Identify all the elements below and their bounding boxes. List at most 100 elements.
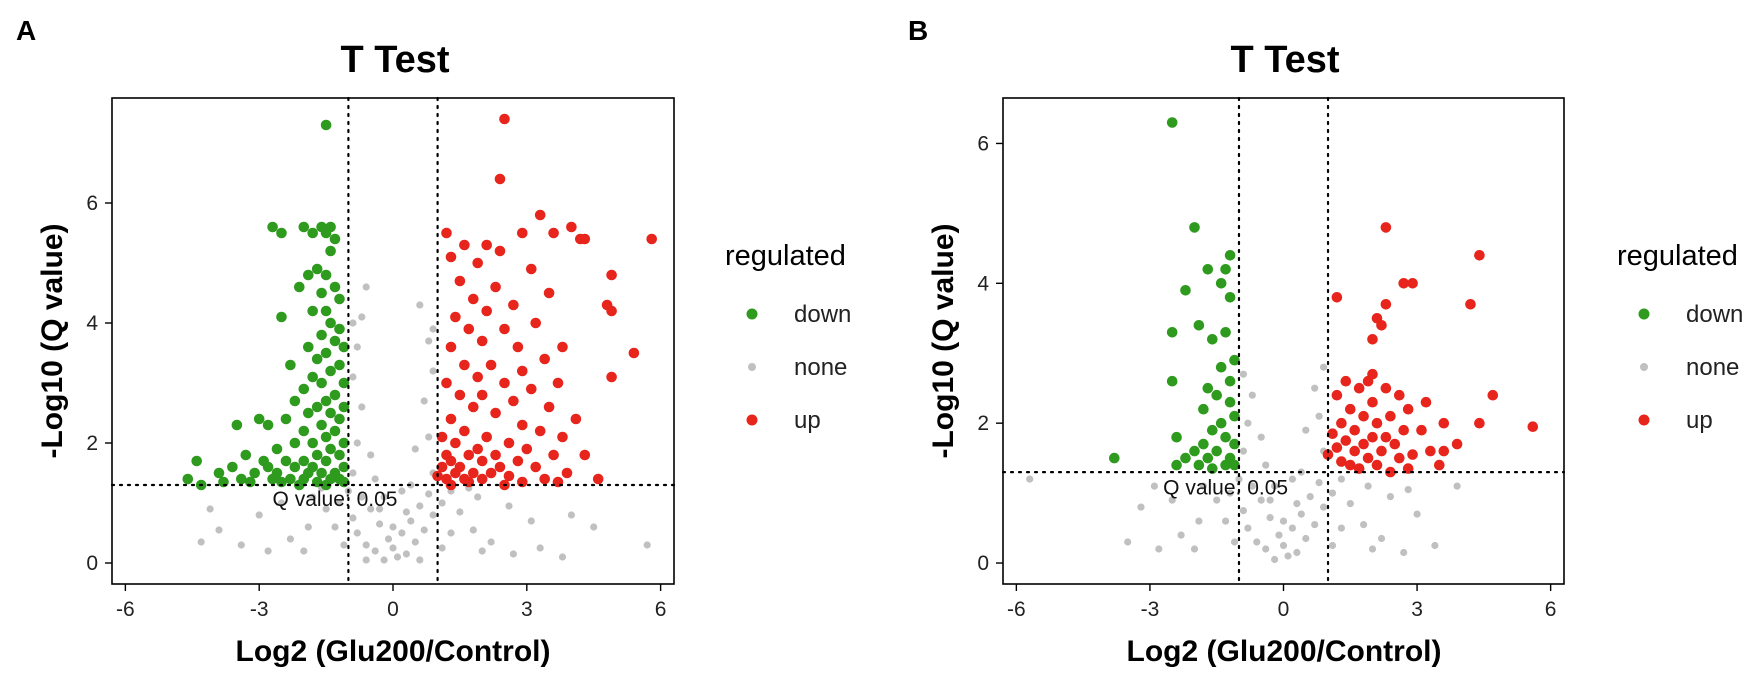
point-up: [530, 317, 541, 329]
point-none: [197, 538, 205, 546]
reference-lines: [1001, 96, 1566, 586]
point-up: [1407, 278, 1418, 289]
point-none: [1400, 548, 1408, 557]
y-tick-label: 6: [977, 132, 989, 155]
legend-title: regulated: [1617, 240, 1738, 272]
legend: regulated down none up: [725, 240, 851, 434]
legend: regulated down none up: [1617, 240, 1743, 434]
point-down: [334, 293, 345, 305]
point-none: [1320, 363, 1328, 371]
point-none: [1257, 496, 1265, 504]
point-down: [236, 473, 247, 485]
point-up: [517, 419, 528, 431]
point-down: [298, 221, 310, 233]
point-none: [1199, 482, 1207, 490]
point-none: [469, 526, 477, 534]
point-up: [450, 467, 461, 479]
point-up: [1349, 424, 1360, 436]
point-up: [1336, 417, 1347, 429]
point-up: [441, 227, 452, 239]
point-up: [1398, 278, 1409, 289]
point-up: [592, 473, 604, 485]
point-down: [1193, 459, 1205, 471]
point-up: [454, 275, 466, 287]
point-none: [1262, 545, 1270, 553]
point-down: [1171, 459, 1182, 471]
point-none: [1413, 510, 1421, 518]
point-none: [536, 544, 544, 552]
y-axis-ticks: 0 2 4 6: [977, 132, 1003, 575]
legend-key-up: [1638, 414, 1650, 426]
point-none: [505, 502, 513, 510]
point-none: [1320, 503, 1328, 511]
point-none: [1213, 496, 1221, 504]
point-none: [1230, 538, 1239, 546]
point-up: [445, 251, 457, 263]
point-none: [1222, 517, 1230, 525]
point-none: [335, 499, 344, 507]
point-down: [329, 335, 341, 347]
point-up: [512, 455, 524, 467]
point-up: [1474, 250, 1485, 261]
point-up: [494, 173, 506, 185]
point-up: [1340, 375, 1352, 387]
point-up: [490, 281, 501, 293]
point-down: [307, 227, 319, 239]
point-up: [1385, 466, 1396, 478]
point-down: [311, 353, 323, 365]
point-up: [543, 287, 555, 299]
point-up: [552, 377, 564, 389]
point-down: [320, 395, 332, 407]
point-up: [1398, 424, 1409, 436]
point-none: [380, 556, 388, 564]
y-tick-label: 2: [86, 432, 98, 455]
point-none: [300, 547, 308, 555]
x-tick-label: 6: [655, 598, 667, 621]
y-tick-label: 6: [86, 192, 98, 215]
point-none: [478, 547, 486, 555]
point-up: [1371, 417, 1383, 429]
point-none: [643, 541, 651, 549]
point-none: [1293, 548, 1301, 557]
point-down: [307, 305, 319, 317]
point-up: [512, 341, 524, 353]
point-up: [436, 431, 448, 443]
point-up: [526, 263, 537, 275]
point-none: [1337, 475, 1345, 483]
point-up: [1380, 299, 1392, 310]
y-axis-ticks: 0 2 4 6: [86, 192, 112, 575]
point-none: [340, 541, 348, 549]
point-down: [329, 425, 341, 437]
point-down: [303, 407, 314, 419]
point-none: [1306, 493, 1314, 501]
point-down: [294, 281, 305, 293]
point-up: [450, 311, 461, 323]
point-up: [1367, 396, 1378, 408]
x-tick-label: -6: [116, 598, 135, 621]
point-down: [338, 437, 350, 449]
point-down: [334, 449, 345, 461]
point-down: [1229, 438, 1240, 450]
y-tick-label: 2: [977, 412, 989, 435]
point-up: [454, 389, 466, 401]
x-axis-ticks: -6 -3 0 3 6: [1007, 584, 1556, 621]
point-up: [1389, 438, 1401, 450]
point-none: [1346, 500, 1354, 508]
point-none: [1453, 482, 1461, 490]
point-down: [1109, 452, 1120, 464]
point-down: [320, 479, 332, 491]
point-none: [1244, 419, 1252, 427]
point-down: [320, 455, 332, 467]
point-none: [1168, 496, 1176, 504]
point-up: [503, 437, 515, 449]
point-up: [481, 305, 493, 317]
point-up: [485, 359, 497, 371]
point-none: [438, 499, 446, 507]
point-up: [441, 377, 452, 389]
point-none: [206, 505, 214, 513]
point-down: [320, 269, 332, 281]
x-axis-label: Log2 (Glu200/Control): [236, 635, 551, 668]
point-up: [517, 365, 528, 377]
legend-key-down: [746, 308, 758, 320]
chart-title: T Test: [340, 39, 449, 81]
